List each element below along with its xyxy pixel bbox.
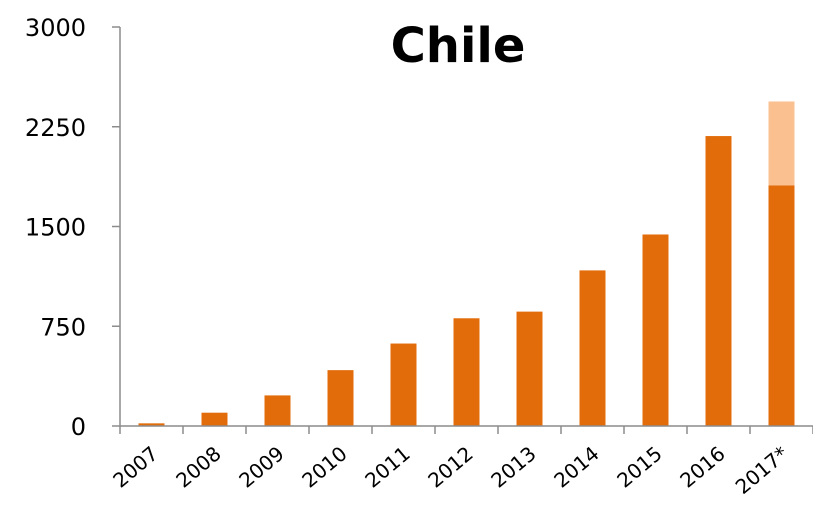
bar-2009: [264, 395, 291, 426]
y-tick-label: 1500: [25, 214, 86, 242]
x-tick-label: 2014: [549, 441, 603, 492]
y-tick-label: 3000: [25, 14, 86, 42]
x-tick-label: 2011: [360, 441, 414, 492]
bar-2008: [201, 412, 228, 426]
bar-2007: [138, 423, 165, 426]
x-ticks-group: 2007 2008 2009 2010 2011 2012 2013 2014 2015 2016…: [108, 426, 813, 499]
x-tick-label: 2015: [612, 441, 666, 492]
bar-2015: [642, 234, 669, 426]
bar-2011: [390, 343, 417, 426]
bar-2012: [453, 318, 480, 426]
y-tick-label: 0: [71, 413, 86, 441]
x-tick-label: 2009: [234, 441, 288, 492]
bar-2014: [579, 270, 606, 426]
x-tick-label: 2012: [423, 441, 477, 492]
x-tick-label: 2008: [171, 441, 225, 492]
y-tick-label: 2250: [25, 114, 86, 142]
x-tick-label: 2016: [675, 441, 729, 492]
y-ticks-group: 0 750 1500 2250 3000: [25, 14, 120, 441]
bar-2017-segment-2: [768, 101, 795, 186]
bar-2010: [327, 370, 354, 426]
bar-2013: [516, 311, 543, 426]
chart-title: Chile: [391, 18, 526, 74]
x-tick-label: 2007: [108, 441, 162, 492]
bar-2016: [705, 136, 732, 426]
x-tick-label: 2010: [297, 441, 351, 492]
x-tick-label: 2013: [486, 441, 540, 492]
x-tick-label: 2017*: [731, 441, 793, 499]
bars-group: [138, 101, 795, 426]
y-tick-label: 750: [40, 313, 86, 341]
bar-2017: [768, 185, 795, 426]
